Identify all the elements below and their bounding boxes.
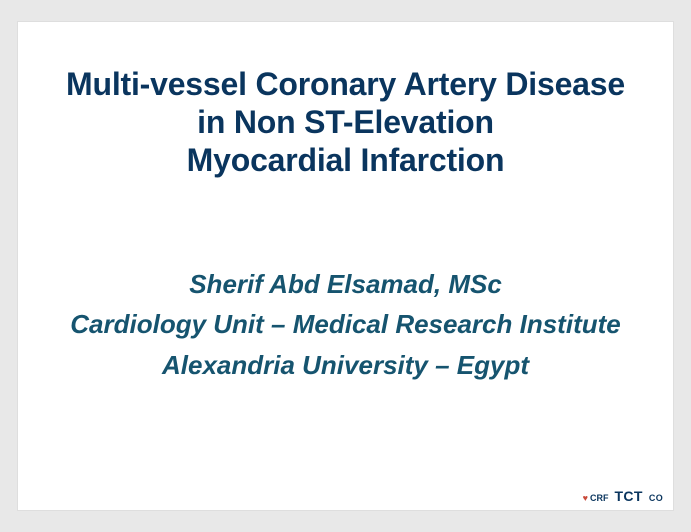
author-name: Sherif Abd Elsamad, MSc xyxy=(18,264,673,304)
slide-frame: Multi-vessel Coronary Artery Disease in … xyxy=(0,0,691,532)
crf-label: CRF xyxy=(590,493,609,503)
title-line-1: Multi-vessel Coronary Artery Disease xyxy=(18,66,673,104)
tct-sublabel: CO xyxy=(649,493,663,503)
heart-icon: ♥ xyxy=(583,493,588,503)
title-line-3: Myocardial Infarction xyxy=(18,142,673,180)
author-affiliation-2: Alexandria University – Egypt xyxy=(18,345,673,385)
author-affiliation-1: Cardiology Unit – Medical Research Insti… xyxy=(18,304,673,344)
presentation-slide: Multi-vessel Coronary Artery Disease in … xyxy=(18,22,673,510)
crf-logo: ♥ CRF xyxy=(583,493,609,503)
footer-logo: ♥ CRF TCT CO xyxy=(583,488,663,504)
author-block: Sherif Abd Elsamad, MSc Cardiology Unit … xyxy=(18,264,673,385)
title-line-2: in Non ST-Elevation xyxy=(18,104,673,142)
slide-footer: ♥ CRF TCT CO xyxy=(18,482,673,510)
title-block: Multi-vessel Coronary Artery Disease in … xyxy=(18,66,673,179)
tct-label: TCT xyxy=(614,488,642,504)
